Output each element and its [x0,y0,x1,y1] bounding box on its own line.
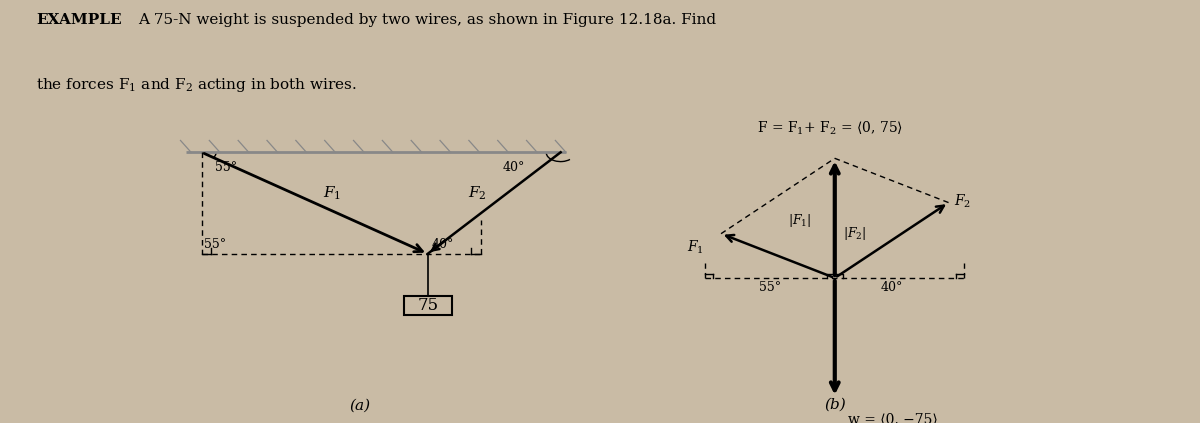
Text: F = F$_1$+ F$_2$ = ⟨0, 75⟩: F = F$_1$+ F$_2$ = ⟨0, 75⟩ [756,119,902,137]
Text: EXAMPLE: EXAMPLE [36,13,121,27]
Text: $F_2$: $F_2$ [954,192,971,210]
Text: 55°: 55° [760,281,781,294]
Text: w = ⟨0, −75⟩: w = ⟨0, −75⟩ [848,413,937,423]
Text: $F_1$: $F_1$ [688,239,704,256]
Text: 55°: 55° [204,238,227,251]
FancyBboxPatch shape [404,296,451,315]
Text: 40°: 40° [432,238,455,251]
Text: the forces F$_1$ and F$_2$ acting in both wires.: the forces F$_1$ and F$_2$ acting in bot… [36,76,358,94]
Text: 75: 75 [418,297,438,314]
Text: $F_1$: $F_1$ [323,185,341,202]
Text: 40°: 40° [503,161,524,174]
Text: $|F_2|$: $|F_2|$ [842,225,866,242]
Text: $|F_1|$: $|F_1|$ [788,212,811,229]
Text: $F_2$: $F_2$ [468,185,486,202]
Text: (b): (b) [824,398,846,412]
Text: (a): (a) [349,398,371,412]
Text: 40°: 40° [881,281,902,294]
Text: 55°: 55° [215,161,236,174]
Text: A 75-N weight is suspended by two wires, as shown in Figure 12.18a. Find: A 75-N weight is suspended by two wires,… [138,13,716,27]
